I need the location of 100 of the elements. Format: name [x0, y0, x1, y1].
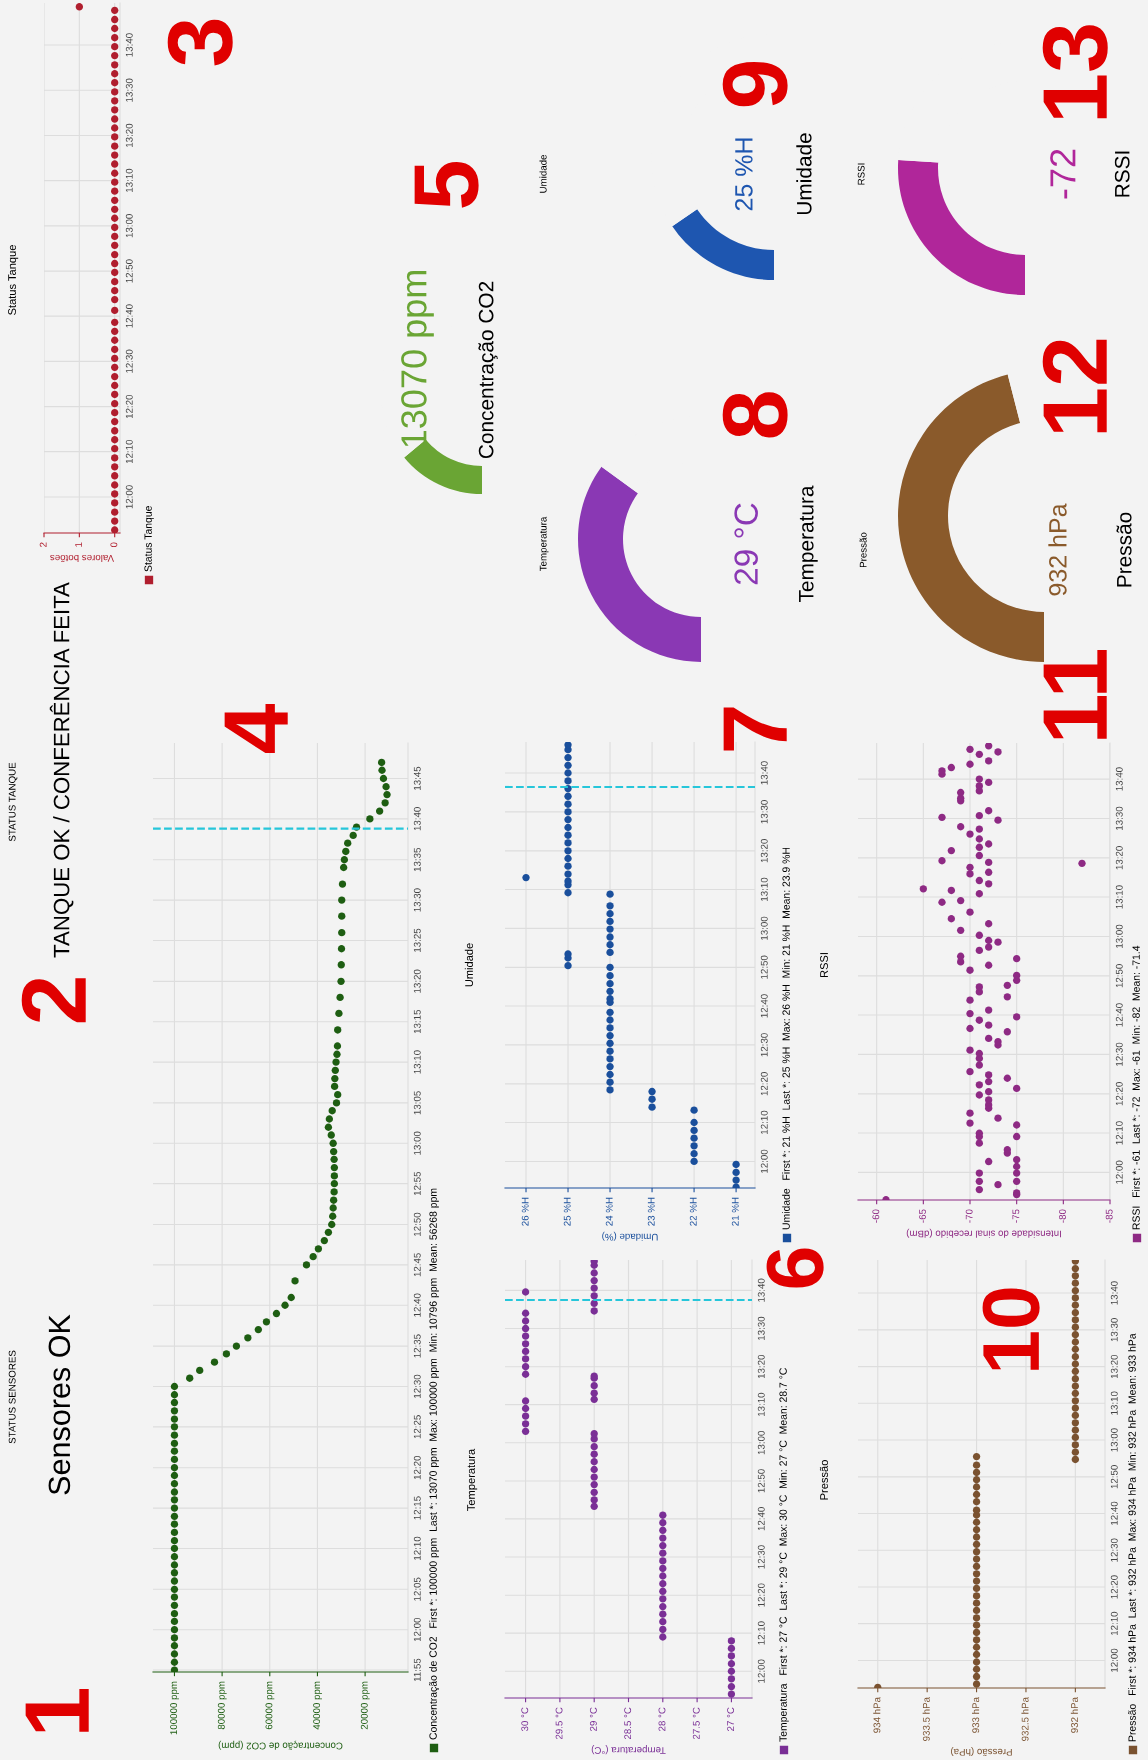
y-tick-label: 13:10 — [413, 1050, 421, 1074]
point — [111, 232, 119, 241]
text: 13070 ppm — [401, 271, 434, 447]
text: First *: 21 %H Last *: 25 %H Max: 26 %H Min: 21 %H Mean: 23.9 %H — [782, 847, 790, 1180]
y-tick-label: 13:00 — [125, 214, 133, 238]
x-axis-title: Pressão (hPa) — [951, 1746, 1012, 1756]
y-tick-label: 12:10 — [413, 1536, 421, 1560]
point — [111, 327, 119, 335]
y-tick-label: 12:30 — [1110, 1538, 1118, 1562]
y-tick-label: 13:00 — [413, 1131, 421, 1155]
point — [111, 436, 119, 444]
point — [111, 372, 119, 381]
point — [111, 490, 119, 498]
y-tick-label: 13:20 — [757, 1354, 765, 1379]
x-axis-title: Umidade (%) — [602, 1231, 658, 1241]
y-tick-label: 12:50 — [760, 955, 768, 979]
y-tick-label: 11:55 — [413, 1658, 421, 1682]
y-tick-label: 12:25 — [413, 1415, 421, 1439]
y-tick-label: 13:15 — [413, 1009, 421, 1034]
point — [111, 42, 119, 51]
point — [111, 187, 119, 195]
y-tick-label: 13:10 — [1115, 885, 1123, 909]
y-tick-label: 13:10 — [757, 1392, 765, 1417]
x-tick-label: -80 — [1059, 1209, 1066, 1223]
y-tick-label: 13:05 — [413, 1091, 421, 1115]
point — [111, 472, 119, 480]
point — [111, 259, 119, 268]
text: Umidade — [782, 1188, 790, 1230]
point — [111, 408, 119, 417]
annotation: 7 — [723, 707, 787, 751]
point — [111, 106, 119, 114]
text: Temperatura — [467, 1448, 478, 1511]
y-tick-label: 12:20 — [1115, 1082, 1123, 1106]
y-tick-label: 13:40 — [413, 807, 421, 831]
text: TANQUE OK / CONFERÊNCIA FEITA — [49, 582, 74, 958]
point — [111, 286, 119, 295]
y-tick-label: 13:20 — [413, 969, 421, 993]
point — [111, 400, 119, 408]
point — [111, 115, 119, 123]
point — [111, 508, 119, 516]
point — [111, 196, 119, 205]
point — [111, 354, 119, 363]
y-tick-label: 13:40 — [760, 761, 768, 785]
y-tick-label: 12:00 — [125, 485, 133, 509]
point — [111, 336, 119, 344]
y-tick-label: 13:10 — [1110, 1391, 1118, 1415]
point — [111, 278, 119, 286]
y-tick-label: 12:00 — [1115, 1160, 1123, 1184]
x-tick-label: -75 — [1012, 1209, 1020, 1223]
y-tick-label: 12:10 — [1115, 1121, 1123, 1145]
point — [111, 417, 119, 426]
text: Pressão — [1128, 1704, 1136, 1742]
text: Concentração CO2 — [478, 281, 498, 459]
x-tick-label: 100000 ppm — [170, 1681, 179, 1735]
point — [111, 381, 119, 390]
point — [111, 463, 119, 471]
point — [75, 3, 84, 11]
x-tick-label: 932.5 hPa — [1021, 1697, 1029, 1741]
y-tick-label: 13:10 — [125, 168, 133, 192]
x-tick-label: -60 — [872, 1209, 880, 1223]
x-axis-title: Valores botões — [50, 554, 115, 563]
text: Umidade — [796, 133, 812, 215]
y-tick-label: 13:00 — [760, 916, 768, 940]
x-tick-label: -85 — [1105, 1209, 1113, 1223]
point — [111, 6, 119, 14]
y-tick-label: 12:50 — [125, 259, 133, 283]
y-tick-label: 13:30 — [757, 1316, 765, 1340]
y-tick-label: 12:10 — [757, 1621, 765, 1645]
text: First *: 27 °C Last *: 29 °C Max: 30 °C Min: 27 °C Mean: 28.7 °C — [779, 1368, 787, 1675]
y-tick-label: 12:30 — [760, 1033, 768, 1057]
y-tick-label: 12:30 — [125, 349, 133, 373]
point — [111, 390, 119, 399]
x-tick-label: 26 %H — [521, 1197, 529, 1226]
point — [111, 169, 119, 177]
point — [111, 318, 119, 327]
point — [111, 34, 119, 42]
y-tick-label: 13:35 — [413, 847, 421, 872]
point — [111, 124, 119, 132]
x-tick-label: 24 %H — [605, 1197, 613, 1226]
y-tick-label: 12:10 — [760, 1110, 768, 1134]
point — [111, 295, 119, 304]
y-tick-label: 12:40 — [757, 1507, 765, 1531]
annotation: 4 — [224, 704, 288, 754]
text: Temperatura — [539, 516, 549, 572]
point — [111, 363, 119, 372]
y-tick-label: 13:00 — [1110, 1428, 1118, 1452]
y-tick-label: 12:40 — [125, 304, 133, 328]
y-tick-label: 13:30 — [413, 888, 421, 912]
x-tick-label: 21 %H — [731, 1197, 739, 1226]
x-axis-title: Temperatura (°C) — [591, 1745, 666, 1755]
y-tick-label: 13:30 — [1115, 806, 1123, 830]
text: -72 — [1050, 149, 1076, 199]
x-tick-label: 2 — [39, 542, 47, 547]
x-tick-label: -70 — [965, 1209, 973, 1223]
y-tick-label: 13:40 — [757, 1278, 765, 1302]
y-tick-label: 12:40 — [1110, 1501, 1118, 1525]
x-tick-label: 22 %H — [689, 1197, 697, 1226]
point — [111, 427, 119, 435]
point — [111, 142, 119, 150]
point — [111, 306, 119, 315]
